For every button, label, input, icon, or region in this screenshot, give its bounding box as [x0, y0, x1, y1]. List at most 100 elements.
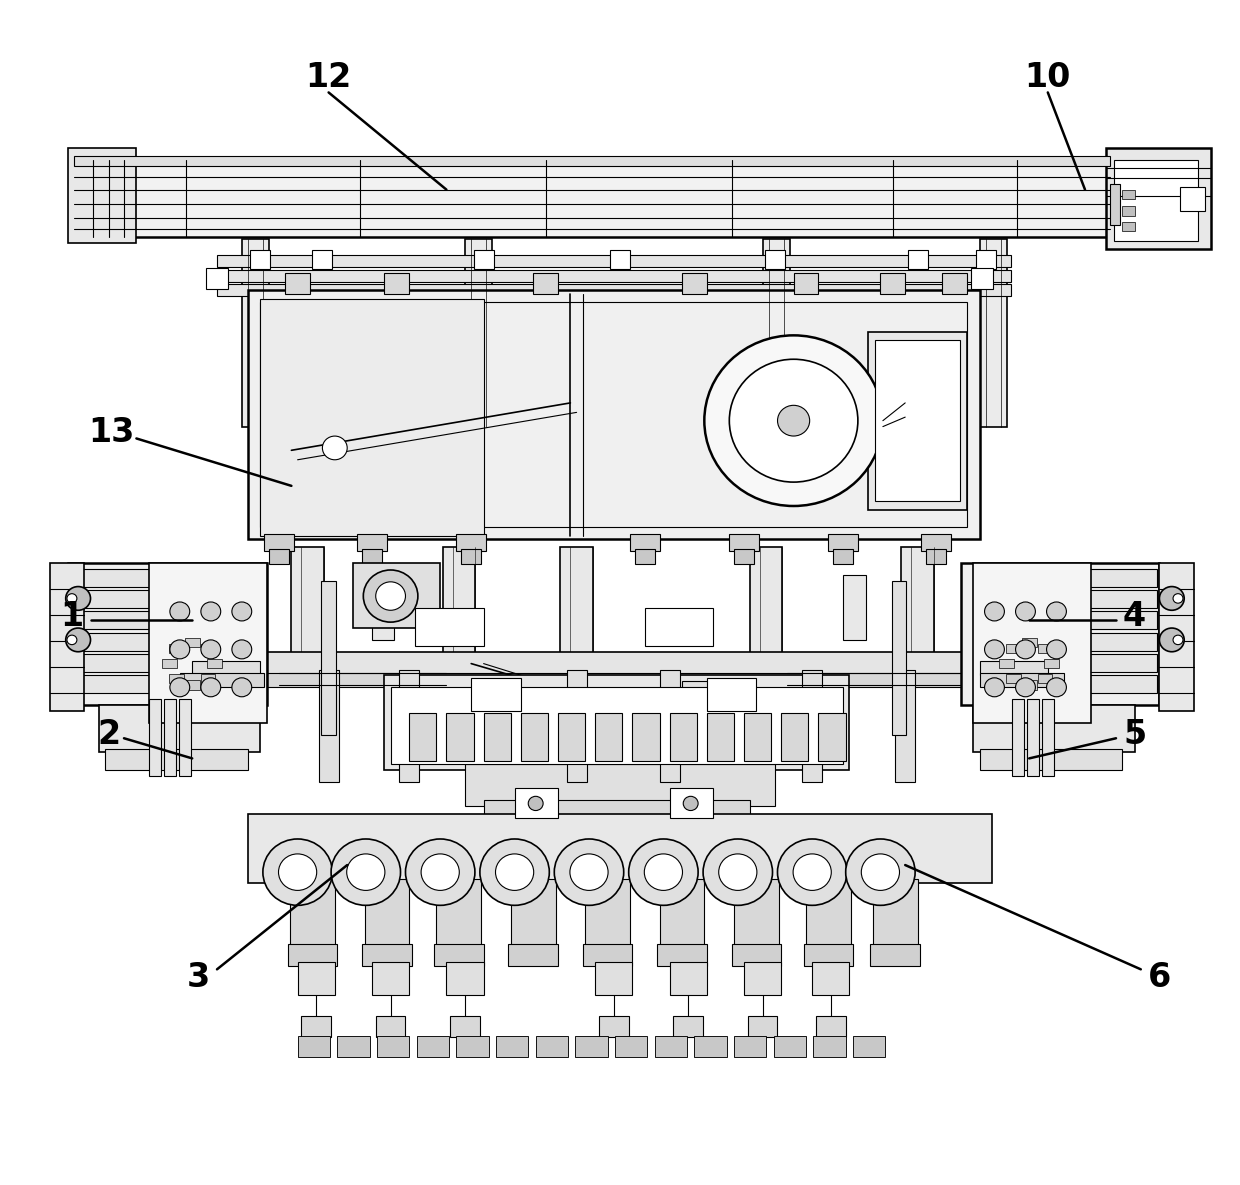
- Bar: [1106, 148, 1211, 249]
- Bar: [149, 699, 161, 776]
- Bar: [207, 659, 222, 668]
- Circle shape: [729, 359, 858, 482]
- Bar: [515, 788, 558, 818]
- Circle shape: [232, 640, 252, 659]
- Bar: [217, 255, 1011, 267]
- Bar: [301, 1016, 331, 1037]
- Circle shape: [794, 854, 831, 890]
- Bar: [384, 273, 409, 294]
- Bar: [99, 705, 260, 752]
- Bar: [828, 534, 858, 551]
- Bar: [1022, 680, 1037, 690]
- Bar: [632, 713, 660, 761]
- Circle shape: [263, 839, 332, 905]
- Bar: [1159, 563, 1194, 711]
- Bar: [206, 268, 228, 289]
- Bar: [763, 239, 790, 427]
- Bar: [990, 569, 1157, 587]
- Bar: [217, 284, 1011, 296]
- Bar: [1022, 638, 1037, 647]
- Bar: [806, 879, 851, 948]
- Bar: [74, 156, 1110, 166]
- Bar: [1006, 643, 1021, 653]
- Circle shape: [554, 839, 624, 905]
- Circle shape: [645, 854, 682, 890]
- Circle shape: [1016, 602, 1035, 621]
- Bar: [290, 879, 335, 948]
- Bar: [873, 879, 918, 948]
- Bar: [670, 713, 697, 761]
- Circle shape: [376, 582, 405, 610]
- Bar: [288, 944, 337, 966]
- Bar: [511, 879, 556, 948]
- Bar: [560, 547, 593, 664]
- Bar: [853, 1036, 885, 1057]
- Bar: [660, 879, 704, 948]
- Bar: [365, 879, 409, 948]
- Circle shape: [201, 640, 221, 659]
- Bar: [895, 670, 915, 782]
- Circle shape: [703, 839, 773, 905]
- Text: 1: 1: [61, 600, 83, 633]
- Circle shape: [66, 628, 91, 652]
- Bar: [961, 563, 1159, 705]
- Circle shape: [170, 678, 190, 697]
- Bar: [484, 800, 750, 824]
- Circle shape: [405, 839, 475, 905]
- Bar: [585, 879, 630, 948]
- Bar: [833, 549, 853, 564]
- Bar: [980, 673, 1064, 687]
- Bar: [71, 654, 238, 672]
- Circle shape: [232, 678, 252, 697]
- Bar: [264, 534, 294, 551]
- Bar: [595, 962, 632, 995]
- Circle shape: [719, 854, 756, 890]
- Bar: [615, 1036, 647, 1057]
- Bar: [357, 534, 387, 551]
- Circle shape: [704, 335, 883, 506]
- Bar: [610, 250, 630, 269]
- Bar: [990, 590, 1157, 608]
- Bar: [812, 962, 849, 995]
- Circle shape: [67, 635, 77, 645]
- Bar: [71, 611, 238, 629]
- Circle shape: [846, 839, 915, 905]
- Bar: [694, 1036, 727, 1057]
- Circle shape: [985, 678, 1004, 697]
- Bar: [660, 670, 680, 782]
- Bar: [734, 549, 754, 564]
- Bar: [750, 547, 782, 664]
- Bar: [816, 1016, 846, 1037]
- Bar: [362, 944, 412, 966]
- Text: 4: 4: [1123, 600, 1146, 633]
- Circle shape: [170, 602, 190, 621]
- Bar: [734, 1036, 766, 1057]
- Bar: [185, 638, 200, 647]
- Bar: [68, 148, 136, 243]
- Bar: [169, 674, 184, 684]
- Bar: [384, 675, 849, 770]
- Circle shape: [985, 602, 1004, 621]
- Circle shape: [1016, 640, 1035, 659]
- Bar: [748, 1016, 777, 1037]
- Bar: [657, 944, 707, 966]
- Bar: [980, 661, 1048, 675]
- Bar: [980, 749, 1122, 770]
- Bar: [456, 1036, 489, 1057]
- Bar: [417, 1036, 449, 1057]
- Bar: [971, 268, 993, 289]
- Bar: [670, 962, 707, 995]
- Bar: [682, 273, 707, 294]
- Text: 5: 5: [1123, 718, 1146, 751]
- Bar: [260, 302, 967, 527]
- Polygon shape: [446, 664, 769, 758]
- Bar: [875, 340, 960, 501]
- Bar: [990, 675, 1157, 693]
- Bar: [635, 549, 655, 564]
- Circle shape: [1047, 678, 1066, 697]
- Bar: [558, 713, 585, 761]
- Bar: [870, 944, 920, 966]
- Bar: [1006, 674, 1021, 684]
- Bar: [50, 563, 84, 711]
- Bar: [673, 1016, 703, 1037]
